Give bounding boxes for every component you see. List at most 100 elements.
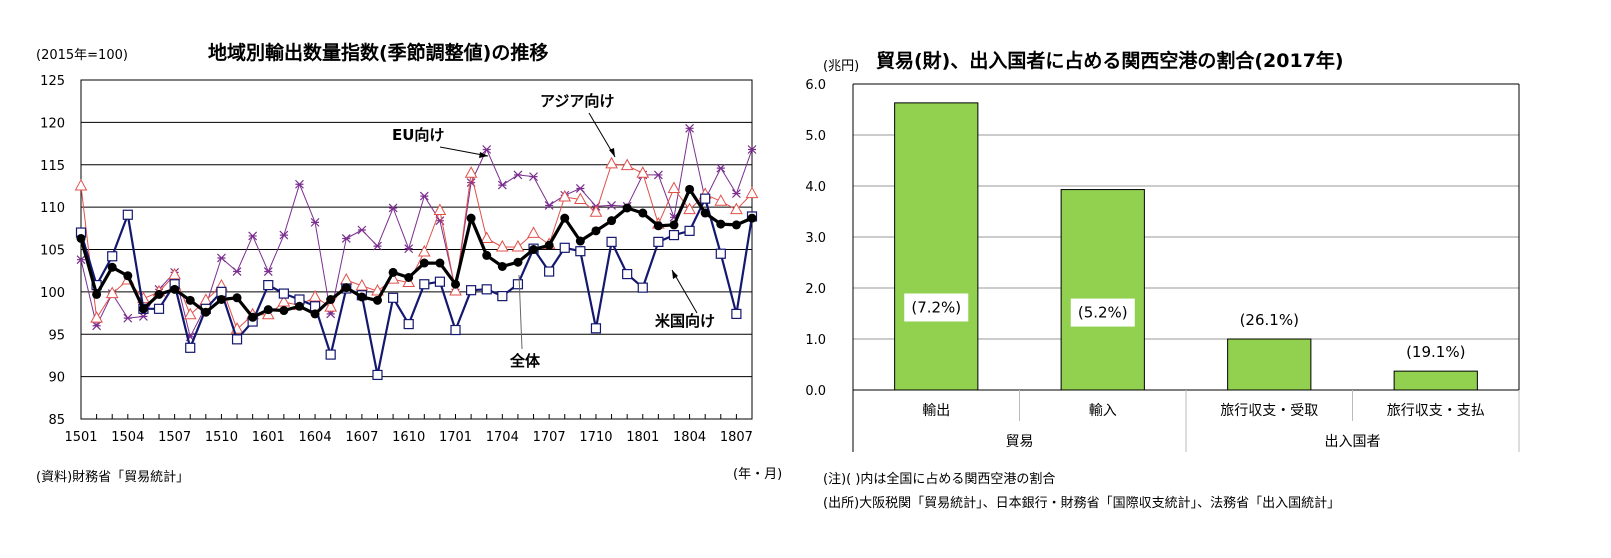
data-point: [357, 292, 367, 302]
data-point: [683, 202, 696, 215]
data-point: [433, 203, 447, 216]
data-point: [684, 225, 695, 236]
data-point: [653, 221, 663, 231]
data-point: [154, 289, 164, 299]
data-point: [529, 172, 538, 182]
data-point: [544, 240, 554, 250]
data-point: [480, 231, 494, 243]
data-point: [575, 246, 586, 257]
data-point: [310, 217, 320, 227]
data-point: [497, 291, 508, 302]
bar: [894, 102, 979, 391]
annotation-us-arrowhead: [672, 270, 678, 279]
bar-chart-title: 貿易(財)、出入国者に占める関西空港の割合(2017年): [876, 50, 1344, 72]
series-line: [79, 187, 753, 319]
data-point: [731, 308, 742, 320]
data-point: [232, 267, 242, 276]
data-point: [451, 279, 461, 289]
data-point: [591, 226, 601, 236]
data-point: [622, 203, 632, 213]
data-point: [544, 201, 554, 210]
group-label: 出入国者: [1325, 434, 1381, 450]
category-label: 輸出: [922, 403, 950, 419]
data-point: [357, 225, 367, 235]
data-point: [716, 163, 726, 173]
data-point: [560, 213, 570, 223]
y-tick-label: 2.0: [805, 282, 826, 297]
y-tick-label: 1.0: [805, 333, 826, 348]
bar: [1227, 338, 1312, 391]
data-point: [527, 226, 540, 238]
data-point: [263, 305, 273, 315]
data-point: [185, 295, 195, 305]
data-point: [216, 295, 226, 305]
line-chart-y-ticks: 125 120 115 110 105 100 95 90 85: [40, 74, 65, 428]
data-point: [512, 279, 524, 290]
data-point: [388, 203, 398, 213]
line-chart-source: (資料)財務省「貿易統計」: [36, 470, 190, 485]
data-point: [324, 300, 338, 312]
bar-chart-bars: (7.2%) (5.2%) (26.1%) (19.1%): [894, 102, 1478, 391]
y-tick-label: 90: [48, 371, 65, 386]
data-point: [622, 268, 633, 280]
data-point: [295, 179, 304, 189]
data-point: [529, 245, 539, 254]
data-point: [434, 276, 446, 287]
data-point: [107, 251, 118, 262]
data-point: [308, 289, 322, 302]
data-point: [153, 303, 165, 314]
data-point: [511, 239, 525, 252]
data-point: [731, 189, 741, 198]
data-point: [513, 170, 523, 180]
data-point: [107, 262, 117, 272]
x-tick-label: 1501: [64, 430, 97, 445]
data-point: [419, 279, 430, 290]
data-point: [294, 301, 304, 311]
data-point: [449, 283, 462, 296]
annotation-total: 全体: [509, 352, 541, 370]
data-point: [668, 229, 680, 241]
data-point: [700, 208, 710, 218]
data-point: [183, 307, 197, 320]
annotation-asia: アジア向け: [540, 92, 614, 110]
y-tick-label: 115: [40, 159, 65, 174]
data-point: [574, 192, 587, 204]
bar: [1393, 370, 1478, 391]
data-label: (7.2%): [911, 298, 961, 316]
data-point: [653, 236, 664, 247]
data-point: [92, 321, 102, 331]
data-point: [279, 306, 289, 316]
data-point: [607, 216, 617, 226]
data-point: [716, 219, 726, 229]
bar-chart: 6.0 5.0 4.0 3.0 2.0 1.0 0.0 (7.2%) (5.2%) (26.1%…: [805, 78, 1520, 452]
data-point: [637, 282, 648, 293]
data-point: [435, 258, 445, 268]
data-label: (5.2%): [1078, 304, 1128, 322]
data-point: [685, 184, 695, 194]
annotation-us: 米国向け: [655, 312, 715, 330]
y-tick-label: 110: [40, 201, 65, 216]
annotation-us-arrow: [671, 269, 698, 314]
y-tick-label: 120: [40, 116, 65, 131]
series-line: [80, 127, 753, 338]
data-point: [495, 239, 509, 252]
series-x: [76, 123, 757, 342]
line-chart-gridlines: [80, 79, 753, 420]
data-point: [714, 194, 728, 206]
data-point: [667, 181, 681, 193]
data-point: [747, 213, 757, 223]
bar-chart-unit-label: (兆円): [823, 59, 860, 74]
data-point: [355, 278, 369, 291]
data-point: [341, 234, 351, 243]
series-circle: [76, 184, 757, 322]
data-point: [482, 250, 492, 260]
data-point: [185, 342, 196, 353]
data-point: [419, 258, 429, 268]
category-label: 旅行収支・支払: [1387, 403, 1485, 419]
y-tick-label: 5.0: [805, 129, 826, 144]
data-point: [372, 295, 382, 305]
x-tick-label: 1704: [486, 430, 519, 445]
x-tick-label: 1807: [720, 430, 753, 445]
data-point: [123, 313, 133, 323]
x-tick-label: 1507: [158, 430, 191, 445]
